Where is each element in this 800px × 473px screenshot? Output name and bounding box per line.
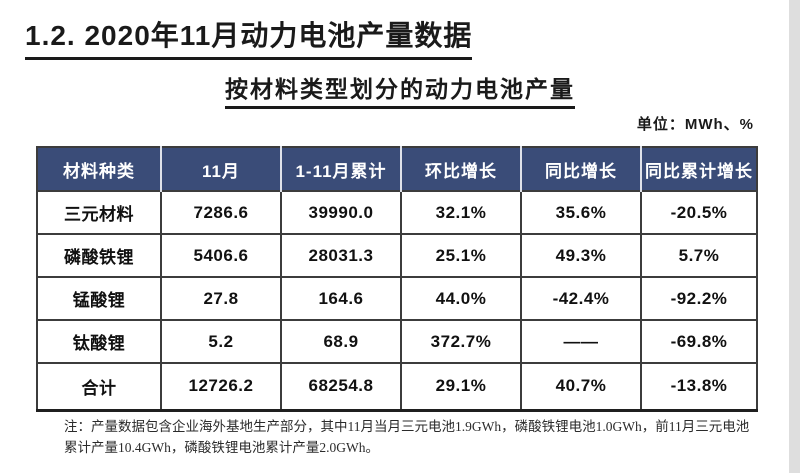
value-cell: 7286.6 xyxy=(160,190,282,235)
value-cell: 28031.3 xyxy=(280,233,402,278)
page-title: 1.2. 2020年11月动力电池产量数据 xyxy=(25,14,473,60)
table-row: 锰酸锂 27.8 164.6 44.0% -42.4% -92.2% xyxy=(36,276,758,321)
value-cell: 44.0% xyxy=(400,276,522,321)
value-cell: 25.1% xyxy=(400,233,522,278)
value-cell: 27.8 xyxy=(160,276,282,321)
header-mom-growth: 环比增长 xyxy=(400,147,521,191)
value-cell: -13.8% xyxy=(640,362,758,411)
value-cell: -20.5% xyxy=(640,190,758,235)
table-row: 钛酸锂 5.2 68.9 372.7% —— -69.8% xyxy=(36,319,758,364)
header-yoy-cumulative-growth: 同比累计增长 xyxy=(640,147,757,191)
header-material-type: 材料种类 xyxy=(37,147,161,191)
value-cell: 5406.6 xyxy=(160,233,282,278)
value-cell: 5.7% xyxy=(640,233,758,278)
value-cell: 12726.2 xyxy=(160,362,282,411)
value-cell: -42.4% xyxy=(520,276,642,321)
table-row: 三元材料 7286.6 39990.0 32.1% 35.6% -20.5% xyxy=(36,190,758,235)
value-cell: 29.1% xyxy=(400,362,522,411)
value-cell: -92.2% xyxy=(640,276,758,321)
value-cell: 372.7% xyxy=(400,319,522,364)
scan-artifact-right xyxy=(789,0,800,473)
unit-label: 单位：MWh、% xyxy=(636,116,754,133)
row-label-cell: 磷酸铁锂 xyxy=(36,233,162,278)
row-label-cell: 合计 xyxy=(36,362,162,411)
header-yoy-growth: 同比增长 xyxy=(520,147,641,191)
table-title: 按材料类型划分的动力电池产量 xyxy=(225,70,575,109)
header-cumulative: 1-11月累计 xyxy=(280,147,401,191)
table-title-wrap: 按材料类型划分的动力电池产量 xyxy=(0,70,800,109)
value-cell: —— xyxy=(520,319,642,364)
value-cell: -69.8% xyxy=(640,319,758,364)
value-cell: 49.3% xyxy=(520,233,642,278)
value-cell: 68254.8 xyxy=(280,362,402,411)
header-november: 11月 xyxy=(160,147,281,191)
table-row-total: 合计 12726.2 68254.8 29.1% 40.7% -13.8% xyxy=(36,362,758,411)
row-label-cell: 钛酸锂 xyxy=(36,319,162,364)
value-cell: 164.6 xyxy=(280,276,402,321)
value-cell: 39990.0 xyxy=(280,190,402,235)
footnote: 注：产量数据包含企业海外基地生产部分，其中11月当月三元电池1.9GWh，磷酸铁… xyxy=(64,419,750,455)
table-header-row: 材料种类 11月 1-11月累计 环比增长 同比增长 同比累计增长 xyxy=(37,147,757,191)
value-cell: 40.7% xyxy=(520,362,642,411)
value-cell: 5.2 xyxy=(160,319,282,364)
value-cell: 32.1% xyxy=(400,190,522,235)
value-cell: 35.6% xyxy=(520,190,642,235)
battery-production-table: 材料种类 11月 1-11月累计 环比增长 同比增长 同比累计增长 三元材料 7… xyxy=(36,146,758,412)
value-cell: 68.9 xyxy=(280,319,402,364)
table-row: 磷酸铁锂 5406.6 28031.3 25.1% 49.3% 5.7% xyxy=(36,233,758,278)
row-label-cell: 三元材料 xyxy=(36,190,162,235)
row-label-cell: 锰酸锂 xyxy=(36,276,162,321)
